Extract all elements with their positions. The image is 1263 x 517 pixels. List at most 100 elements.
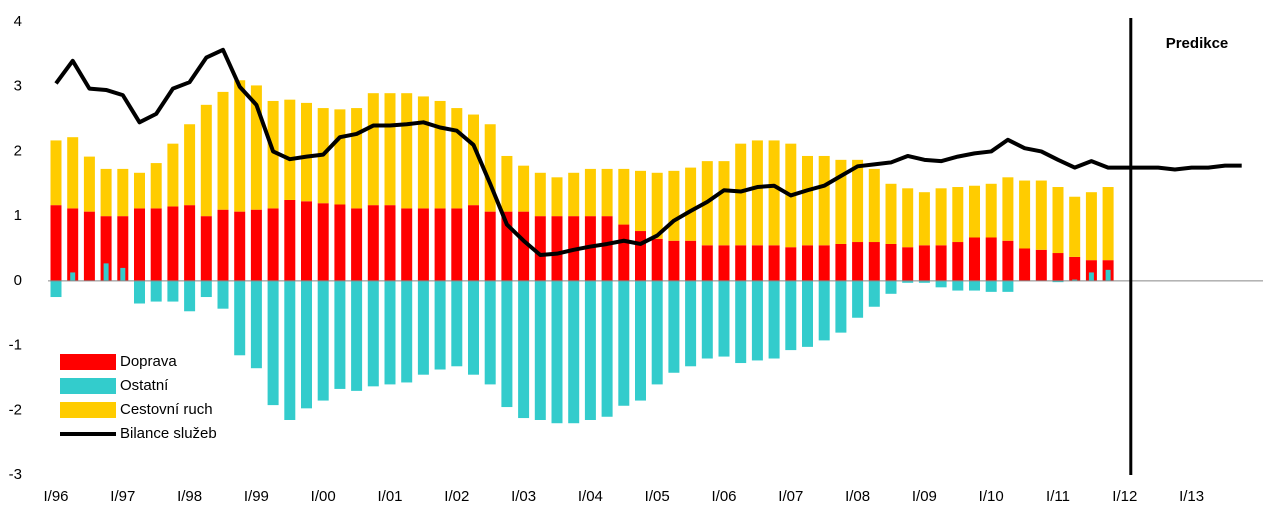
bar xyxy=(284,99,296,200)
bar xyxy=(103,263,109,281)
bar xyxy=(868,242,880,281)
y-tick-label: 0 xyxy=(14,272,22,289)
bar xyxy=(618,168,630,225)
y-tick-label: 4 xyxy=(14,13,22,30)
x-tick-label: I/00 xyxy=(311,488,336,505)
bar xyxy=(985,237,997,281)
bar xyxy=(120,267,126,281)
bar xyxy=(484,124,496,212)
bar xyxy=(735,143,747,246)
bar xyxy=(969,237,980,281)
bar xyxy=(367,205,379,281)
bar xyxy=(551,280,563,424)
bar xyxy=(1002,240,1014,281)
x-tick-label: I/99 xyxy=(244,488,269,505)
bar xyxy=(818,245,830,281)
bar xyxy=(818,280,830,341)
bar xyxy=(852,242,864,281)
x-tick-label: I/02 xyxy=(444,488,469,505)
bar xyxy=(1052,253,1064,281)
bar xyxy=(518,211,530,281)
bar xyxy=(468,205,479,281)
bar xyxy=(1072,279,1078,281)
bar xyxy=(885,280,897,294)
bar xyxy=(768,245,780,281)
bar xyxy=(1002,280,1014,292)
bar xyxy=(868,168,880,243)
bar xyxy=(167,280,179,302)
bar xyxy=(985,183,997,238)
bar xyxy=(718,245,730,281)
bar xyxy=(918,192,930,246)
bar xyxy=(935,245,947,281)
bar xyxy=(217,209,229,281)
bar xyxy=(685,280,697,367)
bar xyxy=(284,280,296,420)
bar xyxy=(518,280,530,419)
bar xyxy=(134,208,145,281)
bar xyxy=(484,211,496,281)
legend-label: Bilance služeb xyxy=(120,425,217,442)
y-tick-label: 3 xyxy=(14,78,22,95)
y-tick-label: -2 xyxy=(9,401,22,418)
bar xyxy=(1019,248,1031,281)
bar xyxy=(735,280,747,364)
bar xyxy=(751,280,763,361)
x-tick-label: I/04 xyxy=(578,488,603,505)
x-tick-label: I/98 xyxy=(177,488,202,505)
y-tick-label: 1 xyxy=(14,207,22,224)
bar xyxy=(50,205,62,281)
bar xyxy=(417,280,429,375)
bar xyxy=(434,100,446,209)
bar xyxy=(501,280,513,408)
bar xyxy=(952,280,964,291)
bar xyxy=(1052,187,1064,254)
bar xyxy=(451,108,463,209)
bar xyxy=(100,216,112,281)
bar xyxy=(584,168,596,217)
bar xyxy=(969,185,980,238)
bar xyxy=(1069,196,1081,257)
bar xyxy=(301,102,312,202)
bar xyxy=(1105,269,1111,281)
bar xyxy=(868,280,880,307)
bar xyxy=(284,199,296,281)
bar xyxy=(635,170,646,232)
bar xyxy=(768,280,780,359)
bar xyxy=(835,280,847,333)
bar xyxy=(1102,187,1114,261)
bar xyxy=(718,280,730,357)
bar xyxy=(685,167,697,241)
bar xyxy=(134,280,145,304)
x-tick-label: I/01 xyxy=(377,488,402,505)
bar xyxy=(601,216,613,281)
bar xyxy=(534,280,546,420)
bar xyxy=(217,280,229,309)
bar xyxy=(50,280,62,298)
bar xyxy=(70,272,76,281)
bar xyxy=(969,280,980,291)
bar xyxy=(417,208,429,281)
bar xyxy=(918,280,930,283)
bar xyxy=(802,245,813,281)
bar xyxy=(918,245,930,281)
x-tick-label: I/96 xyxy=(43,488,68,505)
bar xyxy=(534,172,546,217)
bar xyxy=(651,280,663,385)
bar xyxy=(668,280,680,373)
bar xyxy=(67,137,79,209)
bar xyxy=(551,177,563,217)
bar xyxy=(1085,260,1097,281)
bar xyxy=(401,280,413,383)
bar xyxy=(468,280,479,375)
bar xyxy=(384,205,396,281)
bar xyxy=(718,161,730,246)
bar xyxy=(501,211,513,281)
bar xyxy=(50,140,62,206)
bar xyxy=(635,231,646,281)
bar xyxy=(384,93,396,206)
bar xyxy=(434,280,446,370)
bar xyxy=(935,188,947,246)
bar xyxy=(434,208,446,281)
